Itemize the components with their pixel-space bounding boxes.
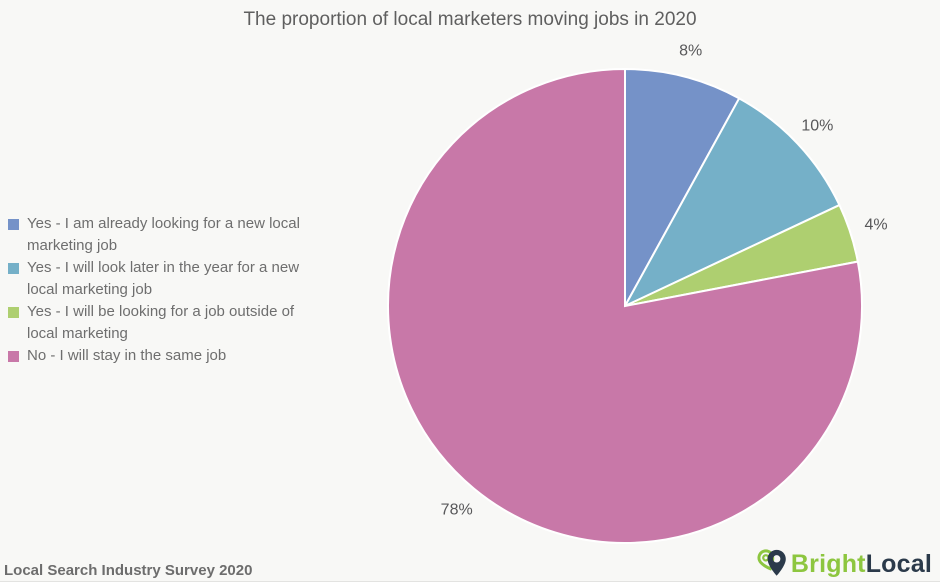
footer-divider: [0, 581, 940, 582]
legend-swatch: [8, 307, 19, 318]
legend-label: No - I will stay in the same job: [27, 347, 227, 364]
pie-slice: [624, 67, 741, 307]
legend-label: Yes - I will look later in the year for …: [27, 259, 300, 298]
brightlocal-logo: BrightLocal: [757, 548, 932, 580]
legend-label: Yes - I am already looking for a new loc…: [27, 215, 300, 254]
chart-title: The proportion of local marketers moving…: [243, 9, 697, 30]
legend-item: Yes - I am already looking for a new loc…: [8, 213, 320, 257]
brand-first: Bright: [790, 549, 866, 578]
legend-swatch: [8, 263, 19, 274]
brand-second: Local: [865, 549, 932, 578]
pie-slice: [622, 96, 841, 309]
pie-slice-label: 10%: [801, 117, 833, 134]
pie-slice-label: 4%: [865, 216, 888, 233]
pie-slice-label: 8%: [679, 42, 702, 59]
legend-swatch: [8, 219, 19, 230]
bottom-strip: [0, 582, 940, 587]
source-label: Local Search Industry Survey 2020: [4, 562, 253, 579]
brand-wordmark: BrightLocal: [791, 550, 932, 579]
legend-item: Yes - I will look later in the year for …: [8, 257, 320, 301]
legend-swatch: [8, 351, 19, 362]
legend-item: Yes - I will be looking for a job outsid…: [8, 301, 320, 345]
legend-item: No - I will stay in the same job: [8, 345, 320, 367]
pie-legend: Yes - I am already looking for a new loc…: [8, 213, 320, 367]
map-pin-icon: [757, 548, 789, 580]
pie-slice-label: 78%: [441, 501, 473, 518]
legend-label: Yes - I will be looking for a job outsid…: [27, 303, 295, 342]
pie-slice: [387, 67, 863, 544]
